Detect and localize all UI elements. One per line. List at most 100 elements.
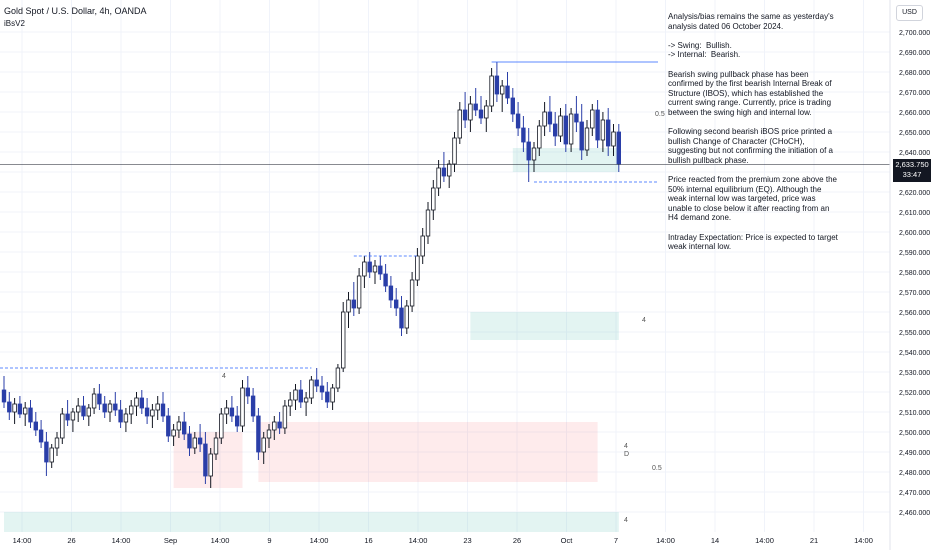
candle-body[interactable]: [404, 305, 409, 329]
candle-body[interactable]: [261, 437, 266, 453]
candle-body[interactable]: [441, 167, 447, 177]
candle-body[interactable]: [346, 299, 351, 313]
candle-body[interactable]: [287, 399, 293, 407]
candle-body[interactable]: [563, 115, 568, 145]
candle-body[interactable]: [462, 109, 468, 121]
candle-body[interactable]: [383, 273, 388, 287]
candle-body[interactable]: [325, 391, 330, 403]
candle-body[interactable]: [208, 453, 213, 477]
candle-body[interactable]: [118, 409, 123, 423]
candle-body[interactable]: [409, 279, 415, 307]
candle-body[interactable]: [76, 405, 81, 413]
candle-body[interactable]: [234, 415, 240, 427]
candle-body[interactable]: [446, 163, 452, 177]
candle-body[interactable]: [388, 285, 394, 301]
candle-body[interactable]: [415, 255, 420, 281]
candle-body[interactable]: [606, 119, 611, 147]
candle-body[interactable]: [139, 397, 144, 409]
candle-body[interactable]: [521, 127, 526, 143]
candle-body[interactable]: [49, 447, 54, 463]
candle-body[interactable]: [611, 131, 616, 147]
candle-body[interactable]: [113, 403, 118, 411]
candle-body[interactable]: [134, 397, 139, 407]
candle-body[interactable]: [356, 275, 362, 309]
candle-body[interactable]: [372, 265, 378, 273]
candle-body[interactable]: [102, 403, 107, 413]
candle-body[interactable]: [367, 261, 372, 273]
candle-body[interactable]: [420, 235, 425, 257]
candle-body[interactable]: [38, 429, 44, 443]
candle-body[interactable]: [431, 187, 436, 211]
candle-body[interactable]: [86, 407, 91, 417]
candle-body[interactable]: [107, 403, 113, 413]
candle-body[interactable]: [309, 379, 314, 399]
candle-body[interactable]: [616, 131, 621, 165]
candle-body[interactable]: [489, 75, 494, 107]
candle-body[interactable]: [272, 421, 277, 431]
candle-body[interactable]: [484, 105, 489, 119]
candle-body[interactable]: [378, 265, 383, 275]
candle-body[interactable]: [81, 405, 86, 417]
candle-body[interactable]: [542, 111, 547, 127]
indicator-label[interactable]: iBsV2: [4, 19, 25, 28]
candle-body[interactable]: [60, 413, 65, 439]
candle-body[interactable]: [22, 407, 28, 415]
candle-body[interactable]: [579, 121, 584, 151]
candle-body[interactable]: [181, 421, 187, 435]
candle-body[interactable]: [298, 389, 303, 403]
candle-body[interactable]: [319, 385, 325, 393]
candle-body[interactable]: [293, 389, 298, 401]
candle-body[interactable]: [213, 437, 219, 455]
candle-body[interactable]: [335, 367, 341, 389]
candle-body[interactable]: [219, 413, 224, 439]
candle-body[interactable]: [166, 415, 171, 437]
candle-body[interactable]: [33, 421, 38, 431]
candle-body[interactable]: [187, 433, 192, 449]
candle-body[interactable]: [54, 437, 60, 449]
candle-body[interactable]: [1, 389, 7, 403]
candle-body[interactable]: [494, 75, 500, 95]
candle-body[interactable]: [44, 441, 49, 463]
candle-body[interactable]: [351, 299, 356, 309]
candle-body[interactable]: [510, 97, 515, 115]
candle-body[interactable]: [128, 405, 134, 415]
candle-body[interactable]: [303, 397, 309, 403]
candle-body[interactable]: [584, 127, 590, 151]
candle-body[interactable]: [399, 307, 404, 329]
candle-body[interactable]: [505, 85, 510, 99]
candle-body[interactable]: [144, 407, 150, 417]
candle-body[interactable]: [314, 379, 319, 387]
candle-body[interactable]: [362, 261, 367, 277]
candle-body[interactable]: [224, 407, 229, 415]
candle-body[interactable]: [558, 115, 563, 137]
candle-body[interactable]: [436, 167, 441, 189]
candle-body[interactable]: [515, 113, 521, 129]
candle-body[interactable]: [526, 141, 531, 161]
candle-body[interactable]: [7, 401, 12, 413]
candle-body[interactable]: [595, 109, 600, 141]
candle-body[interactable]: [65, 413, 70, 421]
candle-body[interactable]: [160, 403, 166, 417]
candle-body[interactable]: [282, 405, 288, 429]
candle-body[interactable]: [266, 429, 272, 439]
candle-body[interactable]: [499, 85, 505, 95]
candle-body[interactable]: [123, 413, 129, 423]
currency-button[interactable]: USD: [896, 5, 923, 21]
candle-body[interactable]: [155, 403, 160, 411]
candle-body[interactable]: [393, 299, 399, 309]
candle-body[interactable]: [28, 407, 33, 423]
candle-body[interactable]: [553, 123, 558, 137]
candle-body[interactable]: [590, 109, 595, 129]
candle-body[interactable]: [452, 137, 457, 165]
candle-body[interactable]: [97, 393, 102, 405]
candle-body[interactable]: [478, 109, 484, 119]
candle-body[interactable]: [537, 125, 542, 149]
candle-body[interactable]: [240, 387, 245, 427]
candle-body[interactable]: [425, 209, 431, 237]
candle-body[interactable]: [574, 113, 579, 123]
candle-body[interactable]: [70, 411, 76, 421]
candle-body[interactable]: [547, 111, 553, 125]
candle-body[interactable]: [197, 437, 203, 445]
